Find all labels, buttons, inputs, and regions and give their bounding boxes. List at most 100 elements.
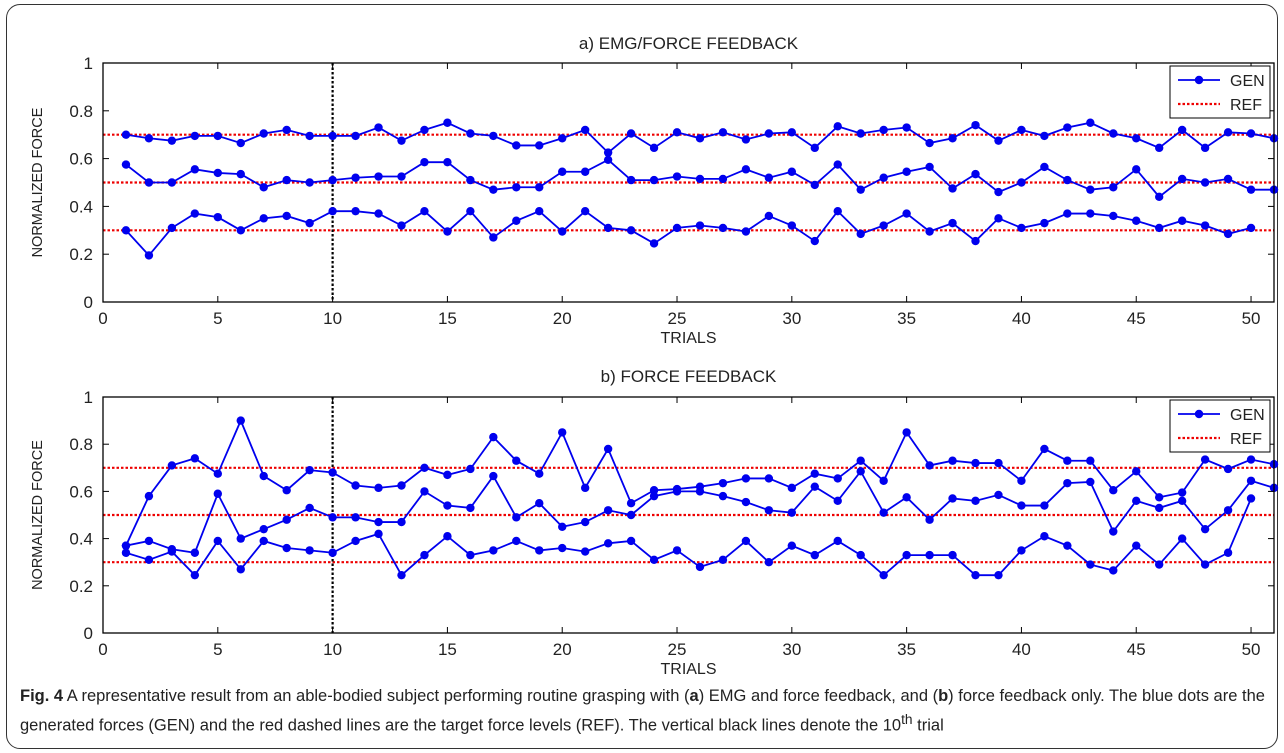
chart-b-gen-series-2-point [443, 532, 452, 541]
chart-b-gen-series-1-point [558, 522, 567, 531]
chart-b-gen-series-2-point [580, 547, 590, 556]
caption-text-4: trial [912, 716, 944, 735]
chart-a-gen-series-0-point [512, 141, 521, 150]
chart-b-gen-series-2-point [489, 546, 498, 555]
chart-b-gen-series-0-point [879, 476, 888, 485]
chart-b-x-tick-label: 40 [1012, 640, 1031, 659]
chart-b-gen-series-1-point [649, 491, 659, 501]
chart-a-gen-series-2-point [1177, 216, 1187, 225]
chart-b-gen-series-2-point [1132, 541, 1141, 550]
chart-a-gen-series-1-point [695, 174, 705, 184]
chart-b-gen-series-1-point [580, 517, 590, 527]
chart-a-gen-series-1-point [1223, 174, 1233, 184]
chart-a-gen-series-0-point [810, 143, 819, 153]
chart-b-x-tick-label: 35 [897, 640, 916, 659]
chart-b-gen-series-2-point [1177, 534, 1187, 543]
chart-a-gen-series-2-point [466, 206, 475, 216]
chart-b-gen-series-2-point [741, 536, 751, 546]
chart-b-axes-box [102, 396, 1275, 634]
chart-a-gen-series-1-point [1063, 175, 1072, 185]
chart-a-gen-series-0-point [236, 138, 245, 148]
chart-a-gen-series-2-point [282, 211, 291, 221]
chart-b-gen-series-0-point [764, 474, 774, 483]
chart-a-x-tick-label: 50 [1242, 309, 1261, 328]
chart-b-gen-series-1-point [971, 496, 980, 506]
chart-a-gen-series-1-point [190, 165, 200, 174]
chart-b-gen-series-2-point [810, 550, 819, 560]
chart-b-gen-series-2-point [259, 536, 268, 546]
chart-a-gen-series-0-point [1246, 129, 1256, 138]
chart-a-gen-series-1-point [489, 185, 498, 194]
chart-b-y-tick-label: 0 [84, 624, 93, 643]
chart-b-gen-series-0-point [1200, 455, 1210, 464]
chart-b-gen-series-1-point [856, 467, 865, 476]
chart-b-gen-series-0-point [167, 461, 177, 470]
chart-b-gen-series-2-point [948, 550, 957, 560]
chart-a-gen-series-2-point [489, 233, 498, 242]
chart-b-gen-series-1-point [535, 499, 544, 508]
chart-a-gen-series-0-point [672, 128, 682, 137]
chart-b-gen-series-0-point [190, 454, 200, 463]
chart-a-title: a) EMG/FORCE FEEDBACK [579, 34, 799, 53]
chart-b-gen-series-1-point [902, 493, 911, 502]
chart-b-gen-series-1-point [718, 491, 728, 501]
chart-a-gen-series-1-point [741, 165, 751, 174]
chart-b-gen-series-0-point [558, 428, 567, 437]
chart-a-gen-series-2-point [971, 236, 980, 246]
chart-b-gen-series-0-point [902, 428, 911, 437]
chart-a-gen-series-2-point [1040, 218, 1049, 228]
chart-b-x-tick-label: 5 [213, 640, 222, 659]
chart-b-gen-series-2-point [856, 550, 865, 560]
chart-a-gen-series-0-point [1200, 143, 1210, 153]
chart-b-gen-series-0-point [1246, 455, 1256, 464]
chart-a-gen-series-0-point [1086, 118, 1095, 127]
chart-b-gen-series-0-point [236, 416, 245, 425]
chart-b-gen-series-0-point [810, 469, 819, 478]
chart-a-gen-series-2-point [558, 227, 567, 236]
chart-b-gen-series-0-point [1223, 464, 1233, 474]
chart-b-gen-series-1-point [925, 515, 934, 524]
chart-a-gen-series-1-point [167, 178, 177, 187]
caption-text-3: ) force feedback only. The blue dots are… [20, 687, 1265, 735]
chart-a-gen-series-1-point [971, 169, 980, 179]
chart-a-gen-series-1-point [236, 169, 245, 179]
chart-a-gen-series-0-point [925, 138, 934, 148]
chart-a-gen-series-0-point [741, 135, 751, 144]
chart-a-gen-series-1-point [810, 180, 819, 190]
chart-b-gen-series-2-point [213, 536, 223, 546]
chart-a-y-tick-label: 0.6 [69, 150, 93, 169]
chart-b-legend-box [1169, 399, 1271, 453]
chart-a-gen-series-0-point [282, 125, 291, 135]
chart-b-gen-series-0-point [741, 474, 751, 483]
chart-a-gen-series-2-point [879, 221, 888, 230]
chart-b-gen-series-0-point [305, 465, 314, 475]
chart-b-legend-ref-label: REF [1230, 431, 1262, 448]
chart-b-gen-series-1-point [236, 534, 245, 543]
chart-b-legend-gen-label: GEN [1230, 407, 1265, 424]
chart-b-gen-series-0-point [925, 461, 934, 470]
chart-a-x-tick-label: 35 [897, 309, 916, 328]
chart-b-gen-series-1-point [1040, 501, 1049, 510]
chart-b-y-tick-label: 0.6 [69, 482, 93, 501]
chart-b-gen-series-0-point [351, 481, 360, 490]
figure-caption: Fig. 4 A representative result from an a… [20, 684, 1270, 738]
chart-a-gen-series-2-point [741, 227, 751, 236]
chart-b-gen-series-2-point [1063, 541, 1072, 550]
chart-b-gen-series-0-point [443, 470, 452, 480]
chart-a-x-tick-label: 20 [553, 309, 572, 328]
chart-a-gen-series-2-point [1017, 223, 1026, 233]
chart-b-gen-series-1-point [397, 517, 406, 527]
chart-a-gen-series-0-point [374, 123, 383, 132]
chart-b-y-tick-label: 0.2 [69, 577, 93, 596]
chart-a-gen-series-0-point [994, 136, 1003, 145]
chart-b-gen-series-0-point [948, 456, 957, 465]
chart-a-gen-series-0-point [466, 129, 475, 138]
chart-a-gen-series-1-point [144, 178, 154, 187]
chart-b-gen-series-1-point [764, 506, 774, 515]
chart-b-gen-series-2-point [718, 555, 728, 565]
chart-a-gen-series-0-point [213, 131, 223, 141]
chart-a-legend-gen-marker [1194, 75, 1204, 85]
chart-a-gen-series-2-point [167, 223, 177, 233]
chart-b-gen-series-2-point [1017, 546, 1026, 555]
figure-frame [6, 4, 1278, 749]
